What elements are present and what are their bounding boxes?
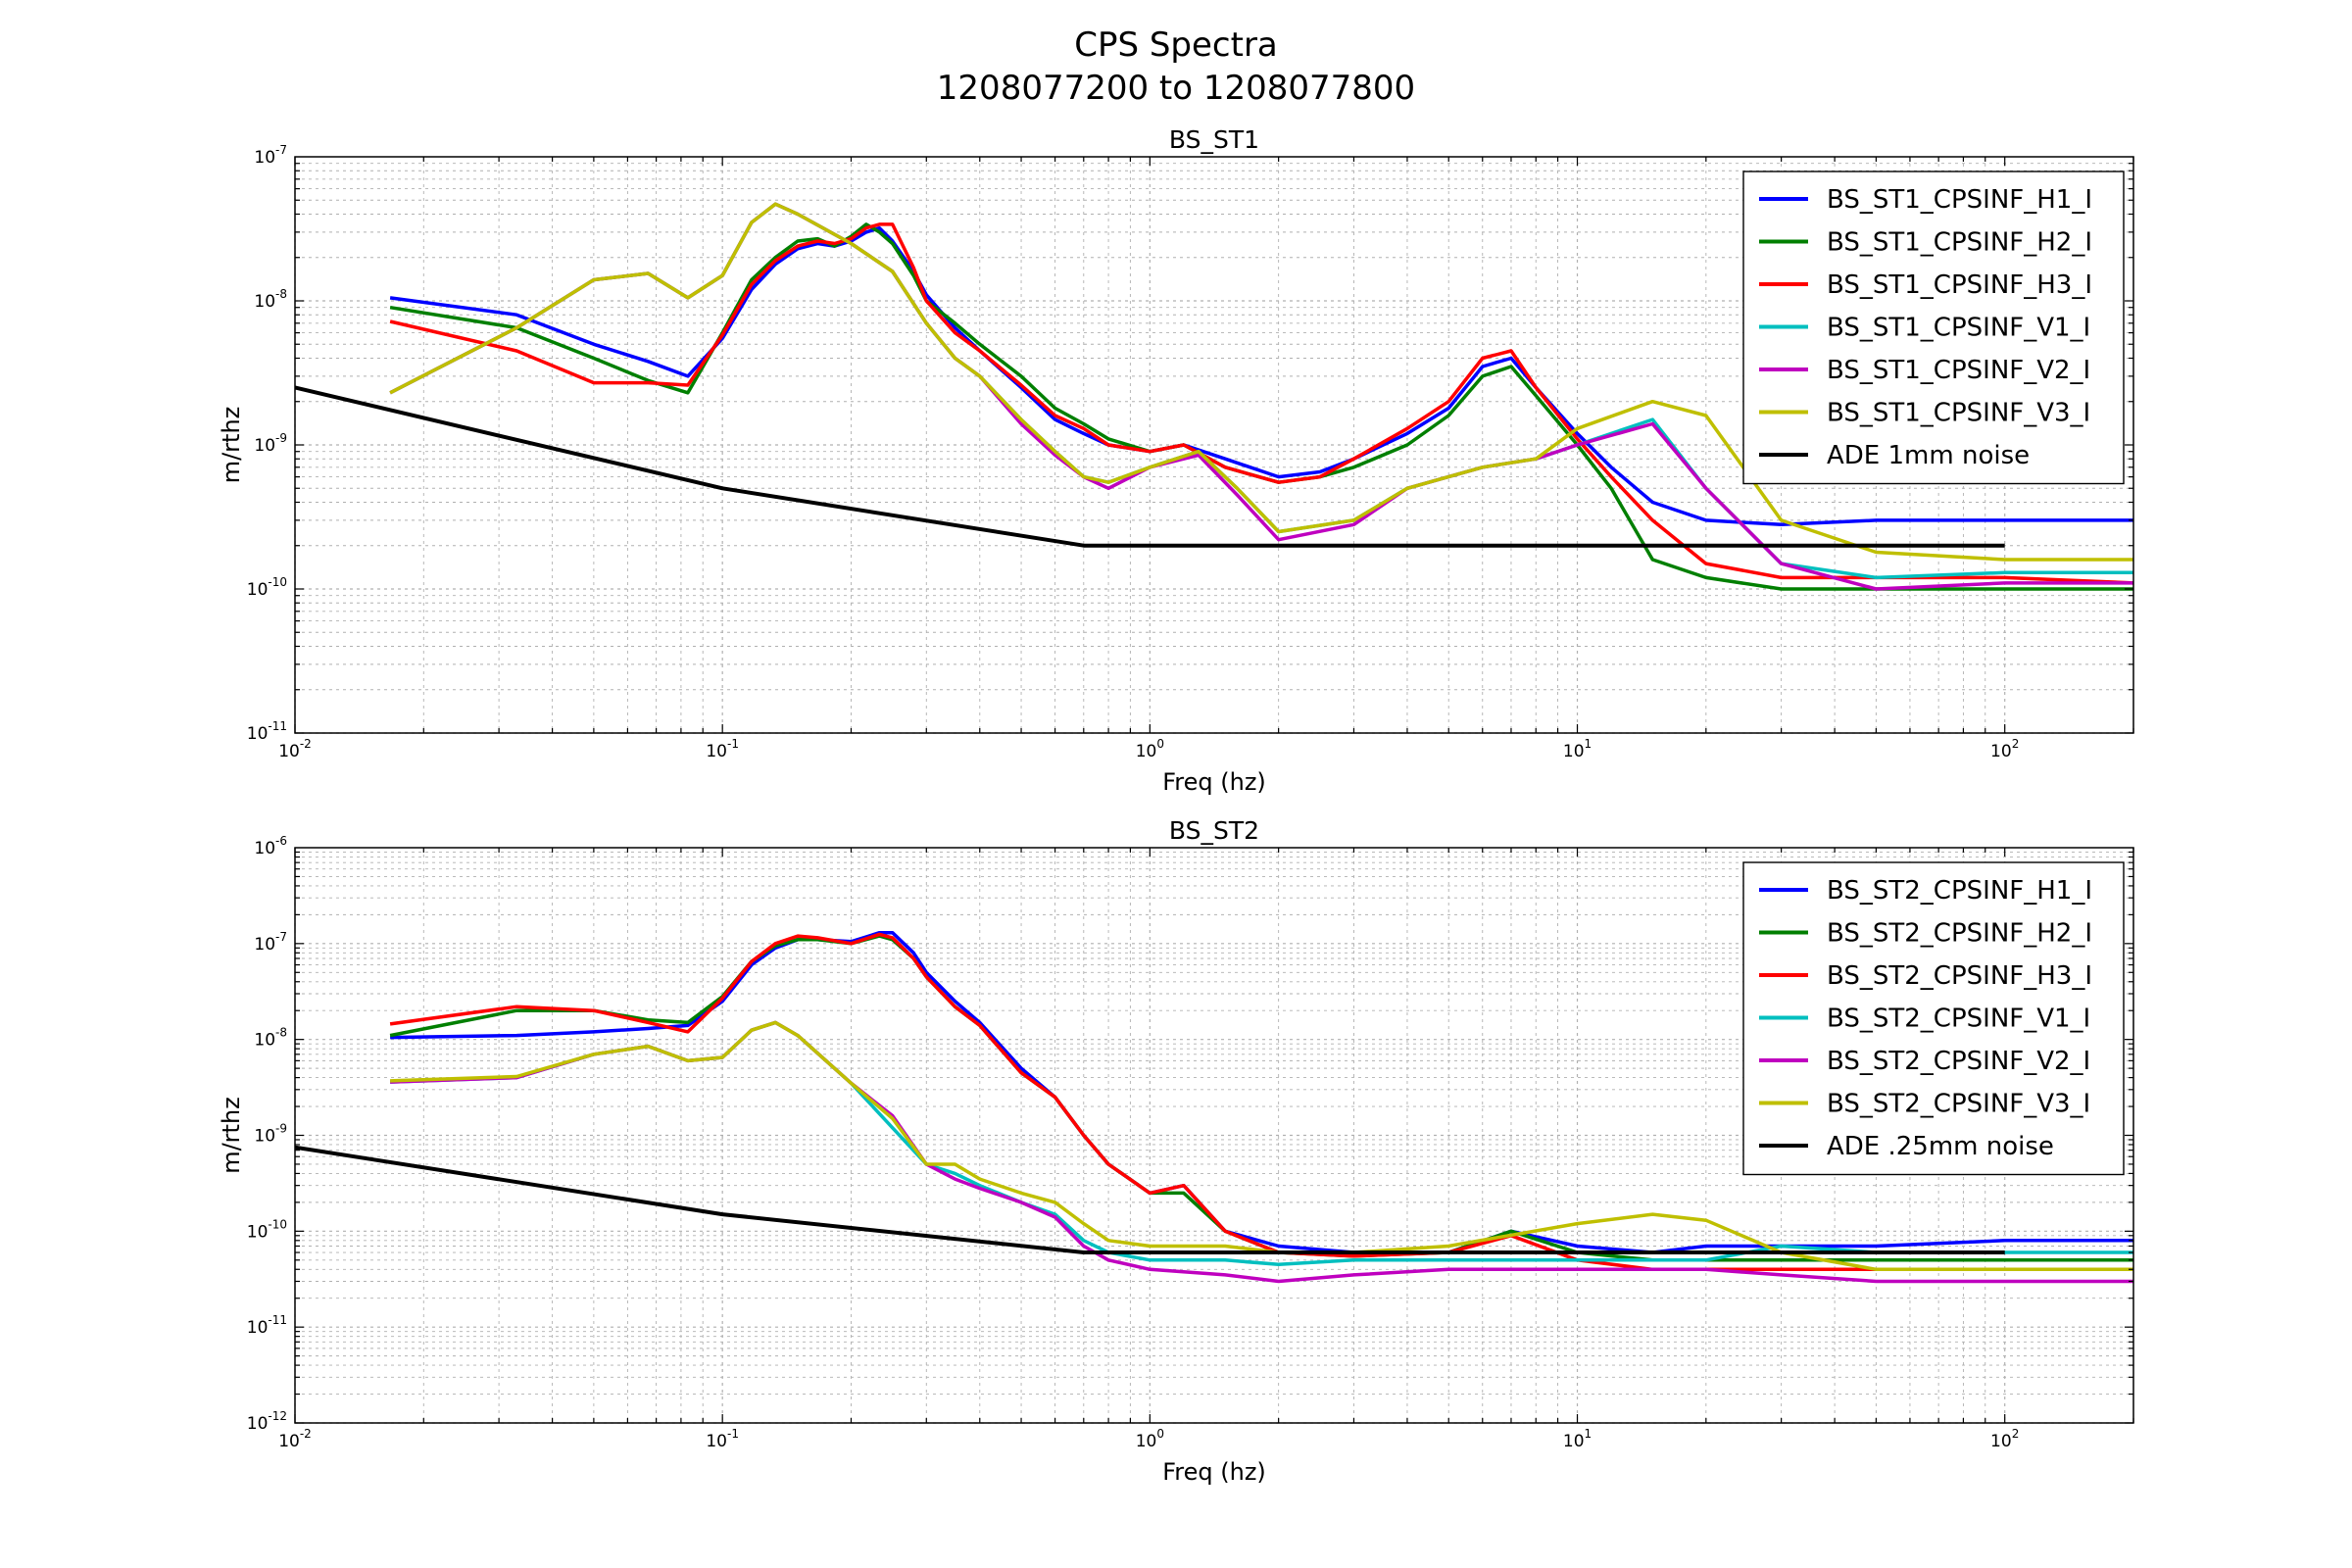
x-axis-label: Freq (hz) bbox=[1162, 768, 1266, 796]
series-lines bbox=[295, 930, 2133, 1284]
legend-entry: BS_ST2_CPSINF_H2_I bbox=[1827, 919, 2092, 949]
x-tick-label: 102 bbox=[1990, 737, 2019, 761]
series-lines bbox=[295, 202, 2133, 591]
plot-title: BS_ST2 bbox=[1169, 816, 1259, 845]
x-tick-label: 10-2 bbox=[278, 737, 312, 761]
series-line-bs-st2-cpsinf-h1-i bbox=[390, 930, 2133, 1254]
x-tick-label: 100 bbox=[1136, 1427, 1164, 1451]
y-axis-label: m/rthz bbox=[218, 407, 245, 484]
x-tick-label: 101 bbox=[1563, 737, 1592, 761]
legend-entry: BS_ST2_CPSINF_V3_I bbox=[1827, 1090, 2090, 1119]
series-line-bs-st1-cpsinf-h1-i bbox=[389, 225, 2133, 527]
plot-bs-st1: BS_ST1 Freq (hz) m/rthz 10-2 10-1 100 101 10… bbox=[218, 125, 2134, 796]
series-line-bs-st1-cpsinf-h3-i bbox=[389, 222, 2133, 585]
x-tick-label: 10-1 bbox=[706, 1427, 739, 1451]
x-tick-label: 100 bbox=[1136, 737, 1164, 761]
x-tick-label: 101 bbox=[1563, 1427, 1592, 1451]
figure-title-line-2: 1208077200 to 1208077800 bbox=[936, 69, 1416, 108]
y-tick-label: 10-6 bbox=[254, 834, 287, 858]
y-tick-label: 10-10 bbox=[247, 1217, 287, 1242]
legend: BS_ST2_CPSINF_H1_I BS_ST2_CPSINF_H2_I BS_S… bbox=[1742, 861, 2125, 1176]
axis-ticks bbox=[294, 157, 2134, 734]
y-tick-label: 10-9 bbox=[254, 431, 287, 456]
y-tick-label: 10-7 bbox=[254, 930, 287, 955]
y-tick-label: 10-7 bbox=[254, 143, 287, 168]
x-tick-label: 102 bbox=[1990, 1427, 2019, 1451]
legend-entry: ADE .25mm noise bbox=[1827, 1132, 2054, 1161]
legend-entry: BS_ST1_CPSINF_V3_I bbox=[1827, 399, 2090, 428]
series-line-bs-st1-cpsinf-v3-i bbox=[389, 202, 2133, 562]
series-line-bs-st2-cpsinf-v3-i bbox=[390, 1020, 2133, 1272]
legend-entry: BS_ST2_CPSINF_V2_I bbox=[1827, 1047, 2090, 1076]
series-line-bs-st1-cpsinf-h2-i bbox=[389, 222, 2133, 591]
y-tick-label: 10-8 bbox=[254, 1026, 287, 1051]
x-tick-label: 10-1 bbox=[706, 737, 739, 761]
y-axis-label: m/rthz bbox=[218, 1097, 245, 1174]
y-tick-label: 10-12 bbox=[247, 1409, 287, 1434]
legend-entry: BS_ST1_CPSINF_V2_I bbox=[1827, 356, 2090, 385]
y-tick-label: 10-8 bbox=[254, 287, 287, 312]
y-tick-label: 10-10 bbox=[247, 575, 287, 600]
series-line-bs-st2-cpsinf-h3-i bbox=[389, 932, 2133, 1272]
legend-entry: BS_ST1_CPSINF_V1_I bbox=[1827, 314, 2090, 343]
plot-title: BS_ST1 bbox=[1169, 125, 1259, 154]
legend-entry: BS_ST1_CPSINF_H1_I bbox=[1827, 185, 2092, 215]
y-tick-label: 10-11 bbox=[247, 1313, 287, 1338]
y-tick-label: 10-9 bbox=[254, 1122, 287, 1147]
x-axis-label: Freq (hz) bbox=[1162, 1458, 1266, 1486]
y-tick-label: 10-11 bbox=[247, 719, 287, 744]
figure-title: CPS Spectra 1208077200 to 1208077800 bbox=[0, 24, 2352, 110]
legend-entry: ADE 1mm noise bbox=[1827, 441, 2030, 470]
legend-entry: BS_ST2_CPSINF_V1_I bbox=[1827, 1004, 2090, 1034]
legend-entry: BS_ST1_CPSINF_H2_I bbox=[1827, 228, 2092, 258]
legend-entry: BS_ST2_CPSINF_H1_I bbox=[1827, 876, 2092, 906]
legend-entry: BS_ST2_CPSINF_H3_I bbox=[1827, 961, 2092, 991]
series-line-ade-25mm-noise bbox=[295, 1145, 2005, 1254]
figure-title-line-1: CPS Spectra bbox=[1074, 25, 1278, 65]
axis-ticks bbox=[294, 848, 2134, 1424]
legend: BS_ST1_CPSINF_H1_I BS_ST1_CPSINF_H2_I BS_S… bbox=[1742, 171, 2125, 485]
series-line-ade-1mm-noise bbox=[295, 385, 2005, 548]
plot-bs-st2: BS_ST2 Freq (hz) m/rthz 10-2 10-1 100 101 10… bbox=[218, 816, 2134, 1486]
legend-entry: BS_ST1_CPSINF_H3_I bbox=[1827, 270, 2092, 300]
x-tick-label: 10-2 bbox=[278, 1427, 312, 1451]
